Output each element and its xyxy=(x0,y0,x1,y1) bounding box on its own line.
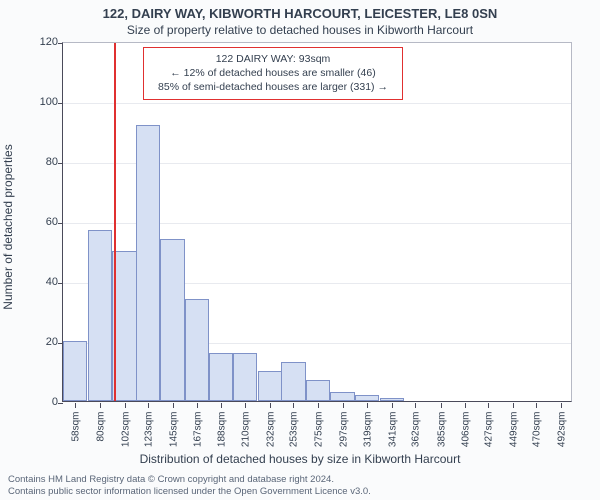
x-tick-mark xyxy=(392,403,393,408)
x-tick-label: 253sqm xyxy=(289,412,300,458)
histogram-bar xyxy=(355,395,379,401)
x-tick-label: 427sqm xyxy=(484,412,495,458)
x-tick-mark xyxy=(125,403,126,408)
histogram-bar xyxy=(281,362,305,401)
x-tick-label: 275sqm xyxy=(314,412,325,458)
histogram-bar xyxy=(136,125,160,401)
x-tick-label: 341sqm xyxy=(387,412,398,458)
y-tick-mark xyxy=(58,103,63,104)
histogram-bar xyxy=(160,239,184,401)
chart-subtitle: Size of property relative to detached ho… xyxy=(0,21,600,37)
x-tick-mark xyxy=(343,403,344,408)
histogram-bar xyxy=(233,353,257,401)
caption-line-1: Contains HM Land Registry data © Crown c… xyxy=(8,474,334,485)
x-tick-label: 385sqm xyxy=(437,412,448,458)
x-tick-label: 492sqm xyxy=(556,412,567,458)
histogram-bar xyxy=(209,353,233,401)
y-tick-label: 80 xyxy=(28,156,58,168)
histogram-bar xyxy=(380,398,404,401)
x-tick-label: 80sqm xyxy=(95,412,106,458)
x-tick-label: 58sqm xyxy=(71,412,82,458)
chart-title: 122, DAIRY WAY, KIBWORTH HARCOURT, LEICE… xyxy=(0,0,600,21)
histogram-bar xyxy=(185,299,209,401)
x-tick-mark xyxy=(100,403,101,408)
annotation-line-2: ← 12% of detached houses are smaller (46… xyxy=(152,66,394,80)
marker-line xyxy=(114,43,116,401)
y-tick-mark xyxy=(58,283,63,284)
y-axis-label: Number of detached properties xyxy=(1,144,15,309)
chart-caption: Contains HM Land Registry data © Crown c… xyxy=(8,474,592,498)
y-tick-mark xyxy=(58,403,63,404)
annotation-line-3: 85% of semi-detached houses are larger (… xyxy=(152,80,394,94)
histogram-bar xyxy=(63,341,87,401)
y-tick-label: 0 xyxy=(28,396,58,408)
x-tick-mark xyxy=(415,403,416,408)
x-tick-mark xyxy=(465,403,466,408)
y-tick-label: 20 xyxy=(28,336,58,348)
histogram-bar xyxy=(306,380,330,401)
x-tick-mark xyxy=(75,403,76,408)
x-tick-mark xyxy=(221,403,222,408)
y-tick-label: 60 xyxy=(28,216,58,228)
x-tick-mark xyxy=(318,403,319,408)
x-tick-mark xyxy=(488,403,489,408)
x-tick-label: 210sqm xyxy=(241,412,252,458)
x-tick-mark xyxy=(561,403,562,408)
x-tick-mark xyxy=(197,403,198,408)
histogram-chart: 122, DAIRY WAY, KIBWORTH HARCOURT, LEICE… xyxy=(0,0,600,500)
x-tick-mark xyxy=(245,403,246,408)
x-tick-label: 470sqm xyxy=(532,412,543,458)
x-tick-label: 102sqm xyxy=(120,412,131,458)
x-tick-mark xyxy=(513,403,514,408)
x-tick-mark xyxy=(536,403,537,408)
annotation-line-1: 122 DAIRY WAY: 93sqm xyxy=(152,52,394,66)
y-tick-label: 40 xyxy=(28,276,58,288)
x-tick-label: 145sqm xyxy=(168,412,179,458)
histogram-bar xyxy=(258,371,282,401)
x-tick-mark xyxy=(173,403,174,408)
plot-area: 122 DAIRY WAY: 93sqm← 12% of detached ho… xyxy=(62,42,572,402)
annotation-box: 122 DAIRY WAY: 93sqm← 12% of detached ho… xyxy=(143,47,403,100)
y-tick-label: 120 xyxy=(28,36,58,48)
gridline xyxy=(63,103,571,104)
x-tick-mark xyxy=(293,403,294,408)
y-tick-mark xyxy=(58,43,63,44)
histogram-bar xyxy=(88,230,112,401)
x-tick-label: 319sqm xyxy=(363,412,374,458)
x-tick-label: 167sqm xyxy=(193,412,204,458)
histogram-bar xyxy=(330,392,354,401)
y-tick-mark xyxy=(58,163,63,164)
x-tick-mark xyxy=(441,403,442,408)
x-tick-mark xyxy=(148,403,149,408)
y-tick-label: 100 xyxy=(28,96,58,108)
x-tick-label: 188sqm xyxy=(216,412,227,458)
x-tick-label: 406sqm xyxy=(460,412,471,458)
x-tick-label: 123sqm xyxy=(144,412,155,458)
x-tick-label: 449sqm xyxy=(508,412,519,458)
x-tick-label: 232sqm xyxy=(265,412,276,458)
x-tick-mark xyxy=(367,403,368,408)
caption-line-2: Contains public sector information licen… xyxy=(8,486,371,497)
y-tick-mark xyxy=(58,223,63,224)
x-tick-label: 362sqm xyxy=(411,412,422,458)
x-tick-label: 297sqm xyxy=(338,412,349,458)
x-tick-mark xyxy=(270,403,271,408)
